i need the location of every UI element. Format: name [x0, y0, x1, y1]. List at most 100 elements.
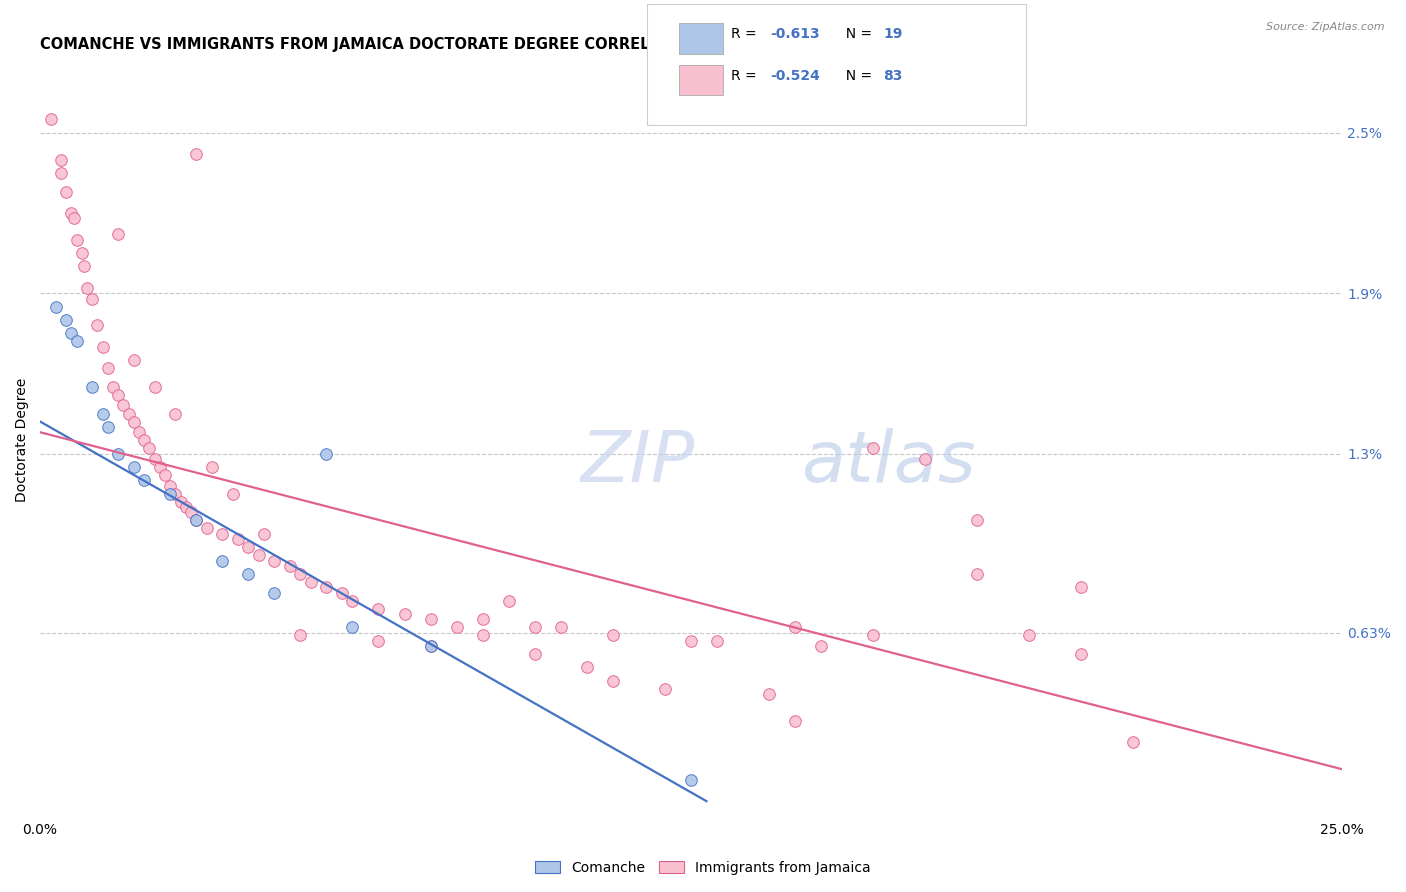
Point — [315, 447, 337, 461]
Point — [966, 513, 988, 527]
Point — [550, 620, 572, 634]
Point — [862, 442, 884, 456]
Point — [299, 574, 322, 589]
Point — [222, 486, 245, 500]
Point — [45, 300, 67, 314]
Point — [290, 566, 312, 581]
Point — [290, 628, 312, 642]
Point — [253, 526, 276, 541]
Point — [143, 452, 166, 467]
Point — [73, 260, 96, 274]
Point — [498, 593, 520, 607]
Point — [654, 681, 676, 696]
Point — [97, 361, 120, 376]
Point — [679, 633, 702, 648]
Text: -0.524: -0.524 — [770, 69, 820, 83]
Legend: Comanche, Immigrants from Jamaica: Comanche, Immigrants from Jamaica — [530, 855, 876, 880]
Point — [186, 513, 208, 527]
Point — [117, 407, 139, 421]
Point — [679, 772, 702, 787]
Point — [91, 340, 114, 354]
Point — [523, 620, 546, 634]
Point — [60, 206, 83, 220]
Point — [153, 468, 176, 483]
Text: ZIP: ZIP — [581, 428, 695, 497]
Point — [471, 628, 494, 642]
Point — [122, 353, 145, 368]
Point — [55, 313, 77, 327]
Point — [97, 420, 120, 434]
Text: COMANCHE VS IMMIGRANTS FROM JAMAICA DOCTORATE DEGREE CORRELATION CHART: COMANCHE VS IMMIGRANTS FROM JAMAICA DOCT… — [41, 37, 761, 53]
Text: N =: N = — [837, 69, 876, 83]
Y-axis label: Doctorate Degree: Doctorate Degree — [15, 378, 30, 502]
Point — [914, 452, 936, 467]
Point — [575, 660, 598, 674]
Point — [149, 460, 172, 475]
Point — [342, 593, 364, 607]
Point — [394, 607, 416, 621]
Point — [143, 380, 166, 394]
Point — [165, 407, 187, 421]
Point — [523, 647, 546, 661]
Point — [238, 566, 260, 581]
Point — [49, 153, 72, 167]
Point — [91, 407, 114, 421]
Text: -0.613: -0.613 — [770, 27, 820, 41]
Point — [55, 185, 77, 199]
Text: R =: R = — [731, 69, 761, 83]
Point — [758, 687, 780, 701]
Point — [186, 147, 208, 161]
Point — [169, 494, 191, 508]
Point — [65, 334, 87, 349]
Point — [263, 553, 285, 567]
Point — [60, 326, 83, 341]
Point — [122, 460, 145, 475]
Point — [107, 388, 129, 402]
Point — [226, 532, 249, 546]
Point — [159, 486, 181, 500]
Point — [342, 620, 364, 634]
Point — [419, 639, 441, 653]
Point — [211, 526, 233, 541]
Point — [101, 380, 124, 394]
Point — [602, 628, 624, 642]
Point — [419, 612, 441, 626]
Point — [39, 112, 62, 127]
Point — [174, 500, 197, 514]
Point — [63, 211, 86, 226]
Point — [367, 633, 389, 648]
Point — [112, 399, 135, 413]
Text: R =: R = — [731, 27, 761, 41]
Point — [82, 292, 104, 306]
Point — [966, 566, 988, 581]
Point — [247, 548, 270, 562]
Point — [107, 447, 129, 461]
Point — [134, 434, 156, 448]
Point — [49, 166, 72, 180]
Text: 83: 83 — [883, 69, 903, 83]
Point — [263, 585, 285, 599]
Point — [862, 628, 884, 642]
Point — [165, 486, 187, 500]
Point — [1070, 647, 1092, 661]
Point — [159, 479, 181, 493]
Point — [134, 474, 156, 488]
Point — [86, 318, 108, 333]
Point — [315, 580, 337, 594]
Point — [783, 620, 806, 634]
Point — [367, 601, 389, 615]
Point — [706, 633, 728, 648]
Point — [128, 425, 150, 440]
Text: atlas: atlas — [801, 428, 976, 497]
Point — [1070, 580, 1092, 594]
Point — [138, 442, 160, 456]
Point — [1018, 628, 1040, 642]
Point — [70, 246, 93, 260]
Point — [419, 639, 441, 653]
Text: Source: ZipAtlas.com: Source: ZipAtlas.com — [1267, 22, 1385, 32]
Point — [180, 505, 202, 519]
Text: 19: 19 — [883, 27, 903, 41]
Point — [122, 415, 145, 429]
Point — [238, 540, 260, 554]
Point — [186, 513, 208, 527]
